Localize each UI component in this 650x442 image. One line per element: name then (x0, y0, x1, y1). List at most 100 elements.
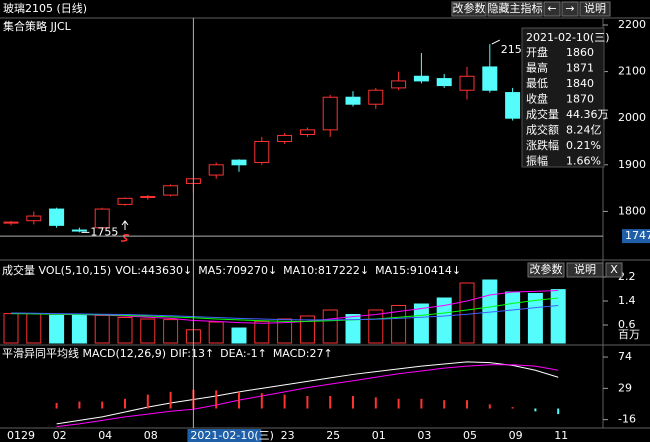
candle-body (391, 80, 407, 89)
candle-body (94, 208, 110, 229)
candle-body (71, 229, 87, 232)
tooltip-value: 0.21% (566, 139, 601, 152)
y-tick-label: 29 (618, 381, 632, 394)
header-button[interactable] (561, 1, 579, 17)
header-button-label: ← (547, 2, 556, 15)
legend-entry: MA10:817222↓ (283, 264, 369, 277)
signal-arrow (121, 220, 129, 230)
x-tick-label: 03 (417, 429, 431, 442)
volume-bar (436, 297, 452, 344)
tooltip-label: 最低 (526, 77, 548, 90)
tooltip-value: 1870 (566, 93, 594, 106)
unit-label: 百万 (618, 328, 640, 341)
header-button-label: 说明 (584, 1, 606, 15)
header-button[interactable] (543, 1, 561, 17)
x-tick-label: 0129 (7, 429, 35, 442)
panel-title: 成交量 VOL(5,10,15) (2, 263, 111, 277)
legend-entry: DEA:-1↑ (220, 347, 267, 360)
tooltip-label: 开盘 (526, 45, 548, 59)
volume-bar (413, 303, 429, 344)
candle-body (49, 208, 65, 226)
tooltip-value: 1860 (566, 46, 594, 59)
legend-entry: MA5:709270↓ (198, 264, 277, 277)
panel-button[interactable] (605, 262, 623, 278)
legend-entry: MA15:910414↓ (375, 264, 461, 277)
candle-body (413, 75, 429, 82)
candle-body (26, 215, 42, 222)
candle-body (254, 140, 270, 163)
volume-bar (163, 319, 179, 344)
legend-entry: MACD:27↑ (273, 347, 333, 360)
candle-body (322, 96, 338, 131)
x-tick-label: 05 (463, 429, 477, 442)
volume-bar (459, 282, 475, 344)
x-tick-label: 04 (98, 429, 112, 442)
header-button[interactable] (487, 1, 543, 17)
y-tick-label: 2000 (618, 111, 646, 124)
x-tick-label: 2021-02-10(三) (190, 429, 274, 442)
candle-body (482, 66, 498, 91)
panel-button[interactable] (566, 262, 604, 278)
tooltip-date: 2021-02-10(三) (526, 31, 610, 44)
x-tick-label: 23 (281, 429, 295, 442)
candle-body (3, 221, 19, 224)
x-tick-label: 25 (326, 429, 340, 442)
tooltip-value: 1840 (566, 77, 594, 90)
x-tick-label: 02 (53, 429, 67, 442)
series-line (56, 361, 559, 425)
tooltip-label: 振幅 (526, 154, 548, 168)
volume-bar (505, 291, 521, 344)
legend-entry: DIF:13↑ (170, 347, 214, 360)
y-tick-label: 74 (618, 350, 632, 363)
candle-body (459, 75, 475, 91)
tooltip-value: 1.66% (566, 155, 601, 168)
x-tick-label: 08 (144, 429, 158, 442)
candle-body (368, 89, 384, 105)
panel-title: 平滑异同平均线 MACD(12,26,9) (2, 346, 166, 360)
volume-bar (117, 317, 133, 344)
volume-bar (391, 305, 407, 344)
volume-bar (277, 318, 293, 344)
panel-button-label: 说明 (574, 262, 596, 276)
legend-entry: VOL:443630↓ (115, 264, 192, 277)
tooltip-box (521, 27, 605, 168)
x-tick-label: 01 (372, 429, 386, 442)
volume-bar (550, 289, 566, 344)
header-button[interactable] (451, 1, 487, 17)
volume-bar (254, 320, 270, 344)
candle-body (345, 96, 361, 105)
x-tick-label: 11 (554, 429, 568, 442)
extreme-marker (491, 39, 501, 45)
y-tick-label: -16 (618, 413, 636, 426)
volume-bar (71, 314, 87, 344)
tooltip-value: 44.36万 (566, 108, 609, 121)
header-button-label: → (565, 2, 574, 15)
panel-button-label: X (610, 263, 618, 276)
y-tick-label: 2100 (618, 65, 646, 78)
crosshair-date-box (187, 429, 262, 442)
crosshair-price: 1747 (625, 229, 650, 242)
y-tick-label: 2200 (618, 18, 646, 31)
volume-bar (208, 321, 224, 344)
series-line (10, 305, 559, 321)
strategy-label: 集合策略 JJCL (3, 19, 72, 33)
panel-button-label: 改参数 (530, 262, 563, 276)
series-line (56, 364, 559, 428)
volume-bar (140, 318, 156, 344)
header-button[interactable] (579, 1, 611, 17)
candle-body (231, 159, 247, 166)
extreme-label: 1755 (90, 225, 118, 238)
panel-button[interactable] (527, 262, 565, 278)
page-title: 玻璃2105 (日线) (3, 1, 87, 15)
y-tick-label: 0.6 (618, 318, 636, 331)
tooltip-label: 涨跌幅 (526, 138, 559, 152)
volume-bar (527, 293, 543, 344)
y-tick-label: 1.4 (618, 294, 636, 307)
candle-body (277, 134, 293, 142)
candle-body (117, 197, 133, 205)
y-tick-label: 1900 (618, 158, 646, 171)
tooltip-value: 8.24亿 (566, 124, 602, 137)
crosshair-price-box (622, 229, 650, 244)
tooltip-label: 成交量 (526, 107, 559, 121)
tooltip-label: 成交额 (526, 123, 559, 137)
